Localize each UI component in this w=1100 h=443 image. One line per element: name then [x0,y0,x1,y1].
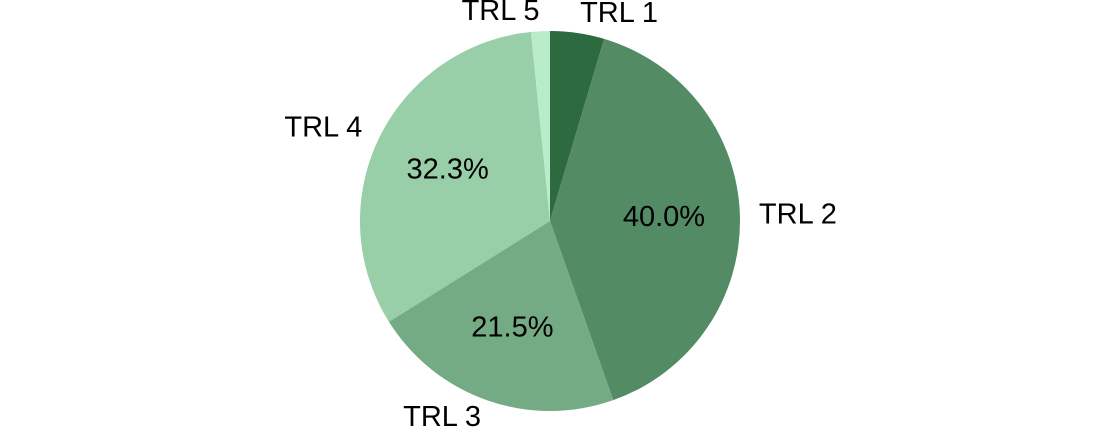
pie-slice [388,221,614,411]
pie-slice [550,31,605,221]
slice-label: TRL 4 [284,112,362,144]
value-label: 32.3% [407,154,489,186]
pie-slice [550,38,740,401]
pie-slice [360,31,550,322]
slice-label: TRL 5 [462,0,540,27]
slice-label: TRL 3 [403,401,481,433]
pie-slice [530,31,550,221]
value-label: 21.5% [471,311,553,343]
slice-label: TRL 1 [580,0,658,29]
value-label: 40.0% [623,201,705,233]
slice-label: TRL 2 [759,198,837,230]
